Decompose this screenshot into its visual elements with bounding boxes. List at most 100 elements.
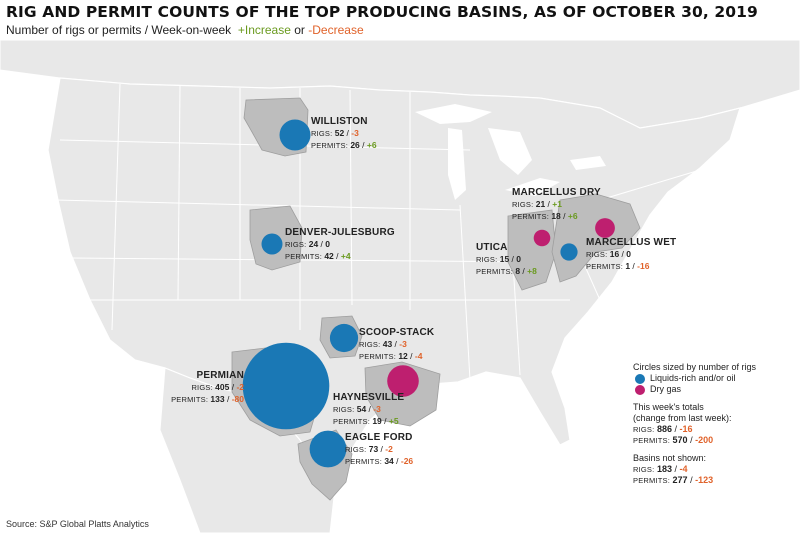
- basin-label-permian: PERMIAN RIGS: 405 / -2 PERMITS: 133 / -80: [168, 370, 244, 405]
- basin-label-eagle-ford: EAGLE FORD RIGS: 73 / -2 PERMITS: 34 / -26: [345, 432, 413, 467]
- totals-title: This week's totals: [633, 402, 704, 412]
- basin-permits-line: PERMITS: 42 / +4: [285, 251, 395, 263]
- basin-circle-marcellus-wet[interactable]: [560, 243, 578, 261]
- basin-rigs-line: RIGS: 43 / -3: [359, 339, 434, 351]
- subtitle-or: or: [294, 23, 305, 37]
- basin-rigs-line: RIGS: 24 / 0: [285, 239, 395, 251]
- rigs-change: -3: [351, 128, 359, 138]
- rigs-value: 52: [334, 128, 345, 138]
- basin-circle-scoop-stack[interactable]: [329, 323, 359, 353]
- permits-label: PERMITS:: [512, 211, 552, 221]
- basin-circle-marcellus-dry[interactable]: [595, 218, 615, 238]
- separator: /: [509, 254, 517, 264]
- subtitle-decrease: -Decrease: [308, 23, 364, 37]
- basin-label-denver-julesburg: DENVER-JULESBURG RIGS: 24 / 0 PERMITS: 42 …: [285, 227, 395, 262]
- rigs-label: RIGS:: [311, 129, 335, 138]
- basin-circle-denver-julesburg[interactable]: [261, 233, 283, 255]
- rigs-label: RIGS:: [191, 383, 216, 392]
- rigs-label: RIGS:: [285, 240, 309, 249]
- basin-label-haynesville: HAYNESVILLE RIGS: 54 / -3 PERMITS: 19 / +5: [333, 392, 404, 427]
- basin-circle-utica[interactable]: [533, 229, 551, 247]
- map-subtitle: Number of rigs or permits / Week-on-week…: [6, 23, 364, 37]
- legend-title: Circles sized by number of rigs: [633, 362, 757, 372]
- legend: Circles sized by number of rigs Liquids-…: [633, 362, 800, 493]
- totals-permits: PERMITS: 570 / -200: [633, 435, 714, 445]
- permits-value: 26: [350, 139, 360, 150]
- rigs-label: RIGS:: [512, 200, 536, 209]
- basin-label-scoop-stack: SCOOP-STACK RIGS: 43 / -3 PERMITS: 12 / -4: [359, 327, 434, 362]
- basin-name: DENVER-JULESBURG: [285, 227, 395, 238]
- oil-dot-icon: [635, 373, 645, 384]
- permits-label: PERMITS:: [476, 266, 516, 276]
- subtitle-increase: +Increase: [237, 23, 291, 37]
- rigs-label: RIGS:: [333, 405, 357, 414]
- rigs-value: 21: [535, 199, 546, 209]
- basin-name: WILLISTON: [311, 116, 368, 127]
- basin-circle-haynesville[interactable]: [387, 365, 419, 397]
- basin-name: MARCELLUS DRY: [512, 187, 601, 198]
- lake-huron: [488, 128, 532, 175]
- permits-value: 1: [625, 260, 631, 271]
- permits-label: PERMITS:: [359, 351, 399, 361]
- legend-oil-label: Liquids-rich and/or oil: [650, 373, 736, 383]
- permits-label: PERMITS:: [311, 140, 351, 150]
- legend-oil-row: Liquids-rich and/or oil: [635, 373, 800, 384]
- basin-name: UTICA: [476, 242, 508, 253]
- separator: /: [333, 250, 341, 261]
- not-shown-rigs: RIGS: 183 / -4: [633, 464, 688, 474]
- basin-name: EAGLE FORD: [345, 432, 413, 443]
- lake-ontario: [570, 156, 606, 170]
- basin-name: HAYNESVILLE: [333, 392, 405, 403]
- permits-change: -80: [231, 393, 244, 404]
- permits-change: -16: [637, 260, 650, 271]
- separator: /: [366, 404, 374, 414]
- permits-change: +6: [567, 210, 578, 221]
- rigs-value: 54: [356, 404, 367, 414]
- permits-label: PERMITS:: [285, 251, 325, 261]
- rigs-change: -2: [236, 382, 244, 392]
- permits-value: 133: [210, 393, 225, 404]
- permits-change: -4: [414, 350, 423, 361]
- basin-label-marcellus-wet: MARCELLUS WET RIGS: 16 / 0 PERMITS: 1 / -1…: [586, 237, 676, 272]
- rigs-value: 24: [308, 239, 319, 249]
- basin-rigs-line: RIGS: 16 / 0: [586, 249, 676, 261]
- rigs-label: RIGS:: [345, 445, 369, 454]
- gas-dot-icon: [635, 384, 645, 395]
- basin-circle-williston[interactable]: [279, 119, 311, 151]
- basin-rigs-line: RIGS: 21 / +1: [512, 199, 601, 211]
- rigs-change: -3: [399, 339, 407, 349]
- separator: /: [378, 444, 386, 454]
- legend-gas-row: Dry gas: [635, 384, 800, 395]
- basin-permits-line: PERMITS: 133 / -80: [168, 394, 244, 406]
- separator: /: [520, 265, 528, 276]
- separator: /: [224, 393, 232, 404]
- rigs-value: 15: [499, 254, 510, 264]
- basin-name: PERMIAN: [196, 370, 244, 381]
- lake-erie: [505, 178, 560, 196]
- permits-value: 8: [515, 265, 521, 276]
- basin-permits-line: PERMITS: 34 / -26: [345, 456, 413, 468]
- permits-change: +4: [340, 250, 351, 261]
- rigs-value: 405: [215, 382, 230, 392]
- totals-subtitle: (change from last week):: [633, 413, 732, 423]
- marcellus-region: [551, 193, 641, 283]
- basin-circle-eagle-ford[interactable]: [309, 430, 347, 468]
- rigs-value: 16: [609, 249, 620, 259]
- separator: /: [619, 249, 627, 259]
- basin-name: MARCELLUS WET: [586, 237, 677, 248]
- legend-not-shown-section: Basins not shown: RIGS: 183 / -4 PERMITS…: [633, 453, 800, 486]
- separator: /: [393, 455, 401, 466]
- basin-rigs-line: RIGS: 15 / 0: [476, 254, 537, 266]
- rigs-label: RIGS:: [476, 255, 500, 264]
- separator: /: [407, 350, 415, 361]
- rigs-label: RIGS:: [586, 250, 610, 259]
- separator: /: [344, 128, 352, 138]
- rigs-change: 0: [325, 239, 331, 249]
- rigs-value: 43: [382, 339, 393, 349]
- separator: /: [381, 415, 389, 426]
- legend-size-section: Circles sized by number of rigs Liquids-…: [633, 362, 800, 395]
- basin-circle-permian[interactable]: [242, 342, 330, 430]
- permits-label: PERMITS:: [586, 261, 626, 271]
- basin-rigs-line: RIGS: 52 / -3: [311, 128, 377, 140]
- legend-gas-label: Dry gas: [650, 384, 682, 394]
